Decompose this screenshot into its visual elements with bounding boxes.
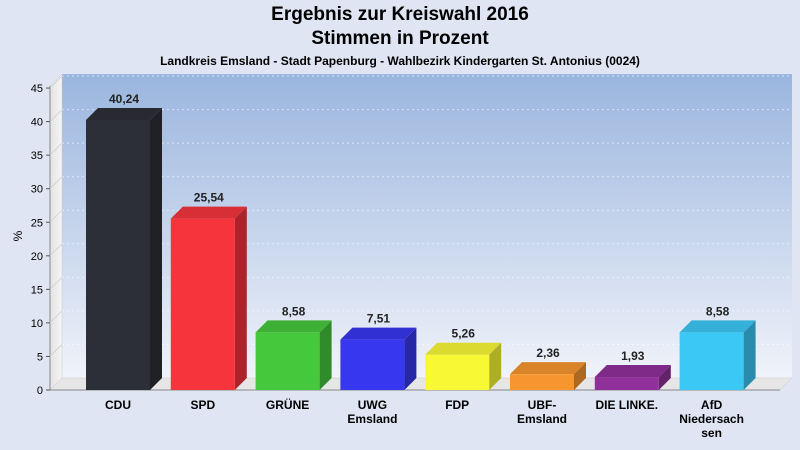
bar-top [594, 365, 671, 378]
bar-uwg-emsland [340, 327, 417, 390]
chart-title: Ergebnis zur Kreiswahl 2016 [271, 4, 529, 25]
bar-value-label: 8,58 [282, 304, 306, 318]
x-category-label: GRÜNE [266, 397, 309, 412]
bar-value-label: 7,51 [367, 312, 391, 326]
bar-side [404, 327, 417, 390]
bar-value-label: 40,24 [109, 92, 139, 106]
bar-value-label: 25,54 [194, 191, 224, 205]
bar-front [594, 377, 659, 390]
y-tick-label: 0 [37, 385, 43, 397]
grid-line-side [49, 109, 63, 122]
bar-front [340, 339, 405, 390]
bar-top [425, 342, 502, 355]
bar-side [234, 206, 247, 390]
bar-top [255, 320, 332, 333]
y-axis-label: % [11, 230, 25, 241]
bar-side [658, 365, 671, 390]
bar-side [489, 342, 502, 390]
bar-top [679, 320, 756, 333]
y-tick-label: 20 [31, 251, 43, 263]
bar-afd-niedersachsen [679, 320, 756, 390]
chart-title-line2: Stimmen in Prozent [311, 28, 489, 49]
bar-front [679, 332, 744, 390]
bar-gr-ne [255, 320, 332, 390]
bar-front [510, 374, 574, 390]
y-tick-label: 45 [31, 83, 43, 95]
grid-line-side [49, 176, 63, 189]
bar-top [170, 206, 247, 219]
grid-line-side [49, 209, 63, 223]
bar-side [743, 320, 756, 390]
grid-line-side [49, 344, 63, 357]
bar-die-linke- [594, 365, 671, 390]
bar-value-label: 2,36 [536, 346, 560, 360]
bar-side [319, 320, 332, 390]
bar-front [170, 218, 235, 390]
bar-front [86, 119, 150, 391]
y-tick-label: 35 [31, 150, 43, 162]
x-category-label: CDU [105, 398, 131, 412]
y-tick-label: 40 [31, 117, 43, 129]
bar-value-label: 8,58 [706, 304, 730, 318]
bar-side [574, 362, 586, 390]
y-tick-label: 5 [37, 351, 43, 363]
bar-value-label: 5,26 [452, 327, 476, 341]
bar-value-label: 1,93 [621, 349, 645, 363]
x-category-label: UWG Emsland [347, 398, 397, 426]
bar-top [340, 327, 417, 340]
bar-side [150, 107, 162, 391]
plot-side-wall [49, 73, 63, 391]
chart-subtitle: Landkreis Emsland - Stadt Papenburg - Wa… [160, 54, 640, 68]
grid-line-side [49, 310, 63, 324]
grid-line-side [49, 75, 63, 89]
x-category-label: AfD Niedersach sen [679, 398, 744, 440]
bar-top [86, 107, 162, 120]
x-category-label: DIE LINKE. [595, 398, 658, 412]
x-category-label: UBF-Emsland [517, 398, 567, 426]
y-tick-label: 25 [31, 217, 43, 229]
bar-fdp [425, 342, 502, 390]
x-category-label: FDP [445, 398, 469, 412]
bar-top [510, 362, 586, 375]
grid-line-side [49, 142, 63, 156]
bar-front [255, 332, 320, 390]
y-tick-label: 15 [31, 284, 43, 296]
bar-spd [170, 206, 247, 390]
y-tick-label: 30 [31, 184, 43, 196]
bar-front [425, 354, 490, 390]
bar-cdu [86, 107, 162, 391]
x-category-label: SPD [190, 398, 215, 412]
grid-line-side [49, 243, 63, 257]
bar-ubf-emsland [510, 362, 586, 390]
y-tick-label: 10 [31, 318, 43, 330]
grid-line-side [49, 277, 63, 290]
